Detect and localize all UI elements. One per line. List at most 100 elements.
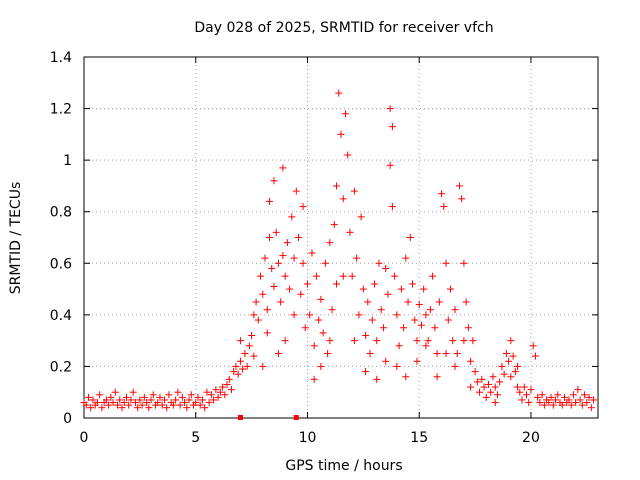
data-point: [415, 301, 423, 309]
data-point: [281, 272, 289, 280]
data-point: [379, 324, 387, 332]
data-point: [333, 280, 341, 288]
data-point: [382, 264, 390, 272]
data-point: [140, 393, 148, 401]
data-point: [232, 362, 240, 370]
data-point: [207, 391, 215, 399]
data-point: [122, 393, 130, 401]
data-point: [447, 285, 455, 293]
x-tick-label: 0: [80, 430, 89, 446]
y-tick-label: 1.2: [50, 102, 72, 118]
data-point: [460, 259, 468, 267]
data-point: [386, 161, 394, 169]
data-point: [326, 337, 334, 345]
data-point: [319, 329, 327, 337]
data-point: [388, 123, 396, 131]
data-point: [429, 272, 437, 280]
data-point: [578, 401, 586, 409]
data-point: [297, 290, 305, 298]
data-point: [178, 393, 186, 401]
data-point: [127, 396, 135, 404]
data-point: [333, 182, 341, 190]
data-point: [409, 280, 417, 288]
data-point: [145, 404, 153, 412]
data-point: [134, 404, 142, 412]
data-point: [373, 375, 381, 383]
data-point: [277, 298, 285, 306]
plot-area-frame: [83, 56, 599, 419]
data-point: [467, 383, 475, 391]
data-point: [362, 368, 370, 376]
y-axis-title: SRMTID / TECUs: [8, 182, 24, 295]
data-point: [565, 396, 573, 404]
data-point: [270, 177, 278, 185]
data-point: [540, 401, 548, 409]
data-point: [109, 399, 117, 407]
data-point: [185, 396, 193, 404]
data-point: [288, 213, 296, 221]
data-point: [368, 316, 376, 324]
data-point: [400, 324, 408, 332]
data-point: [281, 337, 289, 345]
data-point: [201, 404, 209, 412]
data-point: [84, 393, 92, 401]
data-point: [581, 391, 589, 399]
data-point: [194, 393, 202, 401]
data-point: [382, 357, 390, 365]
y-tick-label: 0.4: [50, 308, 72, 324]
data-point: [482, 393, 490, 401]
data-point: [516, 388, 524, 396]
data-point: [507, 337, 515, 345]
data-point: [440, 203, 448, 211]
data-point: [274, 259, 282, 267]
data-point: [89, 396, 97, 404]
data-point: [576, 396, 584, 404]
data-point: [346, 228, 354, 236]
data-point: [96, 391, 104, 399]
data-point: [413, 357, 421, 365]
y-tick-label: 0.2: [50, 359, 72, 375]
data-point: [397, 285, 405, 293]
data-point: [274, 350, 282, 358]
data-point: [158, 401, 166, 409]
data-point: [93, 399, 101, 407]
data-point: [433, 350, 441, 358]
data-point: [417, 321, 425, 329]
grid-lines: [84, 57, 598, 418]
data-point: [147, 396, 155, 404]
data-point: [324, 350, 332, 358]
data-point: [286, 285, 294, 293]
data-point: [154, 399, 162, 407]
data-point: [227, 386, 235, 394]
data-point: [364, 298, 372, 306]
data-point: [310, 375, 318, 383]
data-point: [248, 331, 256, 339]
baseline-marker: [293, 415, 299, 420]
data-point: [250, 352, 258, 360]
data-point: [462, 298, 470, 306]
x-tick-label: 20: [522, 430, 540, 446]
data-point: [268, 264, 276, 272]
data-point: [357, 213, 365, 221]
data-point: [514, 362, 522, 370]
data-point: [136, 396, 144, 404]
data-point: [473, 378, 481, 386]
data-point: [545, 399, 553, 407]
data-point: [339, 195, 347, 203]
data-point: [225, 375, 233, 383]
y-tick-label: 1.4: [50, 50, 72, 66]
data-point: [355, 311, 363, 319]
data-point: [431, 324, 439, 332]
data-point: [344, 151, 352, 159]
data-point: [384, 290, 392, 298]
data-point: [172, 396, 180, 404]
data-point: [252, 298, 260, 306]
data-point: [386, 105, 394, 113]
data-point: [558, 401, 566, 409]
data-point: [469, 337, 477, 345]
data-point: [149, 391, 157, 399]
y-tick-label: 0.6: [50, 256, 72, 272]
data-point: [569, 391, 577, 399]
data-point: [522, 391, 530, 399]
data-point: [560, 393, 568, 401]
